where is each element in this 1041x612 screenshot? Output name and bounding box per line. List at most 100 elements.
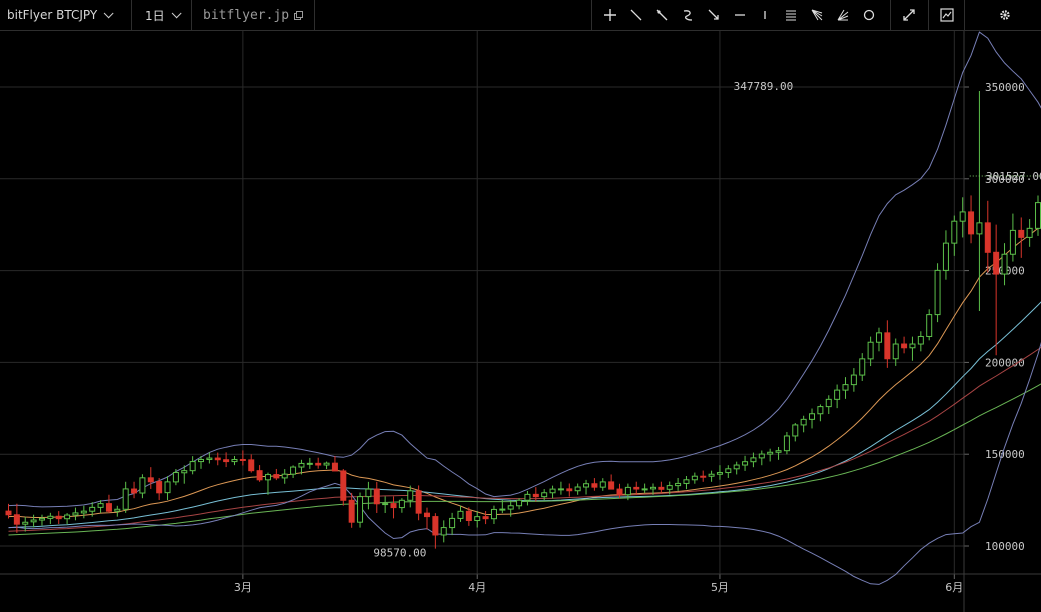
candle-body xyxy=(624,486,631,496)
indicator-line xyxy=(8,31,1041,508)
chevron-down-icon xyxy=(103,7,114,18)
candle-body xyxy=(1001,253,1008,275)
candle-body xyxy=(666,485,673,490)
candle-body xyxy=(541,492,548,498)
candle-body xyxy=(842,384,849,391)
interval-label: 1日 xyxy=(145,8,165,23)
candle-body xyxy=(231,458,238,463)
candle-body xyxy=(993,251,1000,275)
curve-icon[interactable] xyxy=(678,5,698,25)
candle-body xyxy=(181,470,188,474)
fullscreen-icon[interactable] xyxy=(899,5,919,25)
price-annotation: 98570.00 xyxy=(373,547,426,560)
candle-body xyxy=(825,398,832,408)
fan-icon[interactable] xyxy=(807,5,827,25)
candle-body xyxy=(331,462,338,472)
candle-body xyxy=(884,332,891,360)
candle-body xyxy=(449,517,456,529)
y-tick-label: 150000 xyxy=(985,448,1025,461)
fib-fan-icon[interactable] xyxy=(833,5,853,25)
candle-body xyxy=(1035,202,1041,229)
candle-body xyxy=(490,508,497,520)
candle-body xyxy=(951,220,958,244)
y-tick-label: 100000 xyxy=(985,540,1025,553)
indicator-chart-icon[interactable] xyxy=(937,5,957,25)
parallel-lines-icon[interactable] xyxy=(781,5,801,25)
candle-body xyxy=(750,457,757,463)
candle-body xyxy=(64,514,71,520)
candle-body xyxy=(256,470,263,481)
candle-body xyxy=(482,516,489,520)
candle-body xyxy=(172,472,179,483)
candle-body xyxy=(633,486,640,490)
ray-icon[interactable] xyxy=(652,5,672,25)
candle-body xyxy=(248,459,255,472)
candle-body xyxy=(30,519,37,523)
external-link-icon xyxy=(294,10,304,20)
candle-body xyxy=(934,269,941,316)
candle-body xyxy=(114,508,121,512)
price-chart[interactable]: 1000001500002000002500003000003500003月4月… xyxy=(0,31,1041,612)
candle-body xyxy=(859,358,866,376)
interval-selector[interactable]: 1日 xyxy=(132,0,192,30)
candle-body xyxy=(658,486,665,490)
chevron-down-icon xyxy=(171,7,182,18)
indicator-line xyxy=(8,346,1041,532)
arrow-icon[interactable] xyxy=(704,5,724,25)
candle-body xyxy=(298,462,305,468)
candle-body xyxy=(440,527,447,536)
candle-body xyxy=(290,466,297,475)
candle-body xyxy=(834,389,841,400)
candle-body xyxy=(716,472,723,475)
site-link[interactable]: bitflyer.jp xyxy=(192,0,315,30)
candle-body xyxy=(105,503,112,512)
candle-body xyxy=(583,483,590,488)
candle-body xyxy=(675,482,682,487)
candle-body xyxy=(373,488,380,505)
crosshair-icon[interactable] xyxy=(600,5,620,25)
candle-body xyxy=(1018,229,1025,238)
candle-body xyxy=(683,479,690,484)
candle-body xyxy=(415,490,422,514)
candle-body xyxy=(214,457,221,461)
candle-body xyxy=(792,424,799,437)
x-tick-label: 4月 xyxy=(468,581,486,594)
candle-body xyxy=(616,488,623,496)
candle-body xyxy=(382,503,389,506)
candle-body xyxy=(691,475,698,481)
candle-body xyxy=(239,458,246,461)
candle-body xyxy=(80,510,87,514)
circle-icon[interactable] xyxy=(859,5,879,25)
candle-body xyxy=(574,486,581,492)
symbol-selector[interactable]: bitFlyer BTCJPY xyxy=(0,0,132,30)
indicator-line xyxy=(8,383,1041,536)
candle-body xyxy=(909,343,916,349)
candle-body xyxy=(357,496,364,523)
candle-body xyxy=(507,505,514,510)
site-link-label: bitflyer.jp xyxy=(203,7,290,23)
candle-body xyxy=(892,343,899,360)
candle-body xyxy=(340,470,347,501)
candle-body xyxy=(139,477,146,494)
candle-body xyxy=(591,483,598,488)
settings-gear-icon[interactable] xyxy=(995,5,1015,25)
candle-body xyxy=(733,464,740,470)
candle-body xyxy=(13,514,20,525)
candle-body xyxy=(524,493,531,501)
indicator-line xyxy=(8,224,1041,518)
candle-body xyxy=(89,506,96,512)
y-tick-label: 350000 xyxy=(985,81,1025,94)
vertical-line-icon[interactable] xyxy=(755,5,775,25)
candle-body xyxy=(465,510,472,521)
candle-body xyxy=(566,488,573,492)
candle-body xyxy=(917,335,924,345)
candle-body xyxy=(47,515,54,519)
candle-body xyxy=(390,503,397,509)
candle-body xyxy=(968,211,975,235)
candle-body xyxy=(499,508,506,511)
candle-body xyxy=(1009,229,1016,255)
horizontal-line-icon[interactable] xyxy=(730,5,750,25)
candle-body xyxy=(264,474,271,481)
candle-body xyxy=(122,488,129,510)
trend-line-icon[interactable] xyxy=(626,5,646,25)
